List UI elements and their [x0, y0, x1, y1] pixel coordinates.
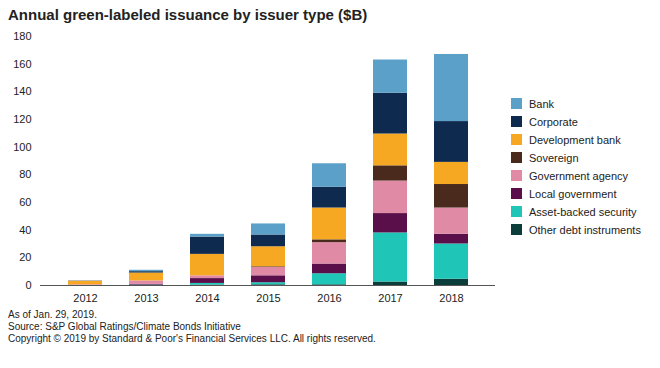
svg-text:160: 160 [13, 58, 31, 70]
html-text:Sovereign: Sovereign [529, 151, 579, 164]
svg-text:2018: 2018 [439, 292, 463, 304]
svg-text:2013: 2013 [134, 292, 158, 304]
svg-text:0: 0 [25, 279, 31, 291]
html-text:Other debt instruments: Other debt instruments [529, 223, 641, 236]
svg-text:2015: 2015 [256, 292, 280, 304]
svg-text:40: 40 [19, 224, 31, 236]
svg-text:180: 180 [13, 30, 31, 42]
svg-text:2017: 2017 [378, 292, 402, 304]
html-text:Copyright © 2019 by Standard &: Copyright © 2019 by Standard & Poor's Fi… [8, 333, 376, 344]
html-text:Asset-backed security: Asset-backed security [529, 205, 637, 218]
html-text:Local government: Local government [529, 187, 617, 200]
svg-text:2012: 2012 [73, 292, 97, 304]
svg-text:140: 140 [13, 85, 31, 97]
html-text:Corporate: Corporate [529, 115, 578, 128]
html-text:As of Jan. 29, 2019.: As of Jan. 29, 2019. [8, 309, 97, 320]
html-text:Government agency: Government agency [529, 169, 629, 182]
html-text:Annual green-labeled issuance: Annual green-labeled issuance by issuer … [8, 6, 368, 23]
html-text:Bank: Bank [529, 97, 555, 110]
svg-text:80: 80 [19, 168, 31, 180]
svg-text:100: 100 [13, 141, 31, 153]
svg-text:2016: 2016 [317, 292, 341, 304]
html-text:Source: S&P Global Ratings/Cli: Source: S&P Global Ratings/Climate Bonds… [8, 321, 241, 332]
svg-text:60: 60 [19, 196, 31, 208]
svg-text:20: 20 [19, 251, 31, 263]
html-text:Development bank: Development bank [529, 133, 621, 146]
svg-text:2014: 2014 [195, 292, 219, 304]
svg-text:120: 120 [13, 113, 31, 125]
